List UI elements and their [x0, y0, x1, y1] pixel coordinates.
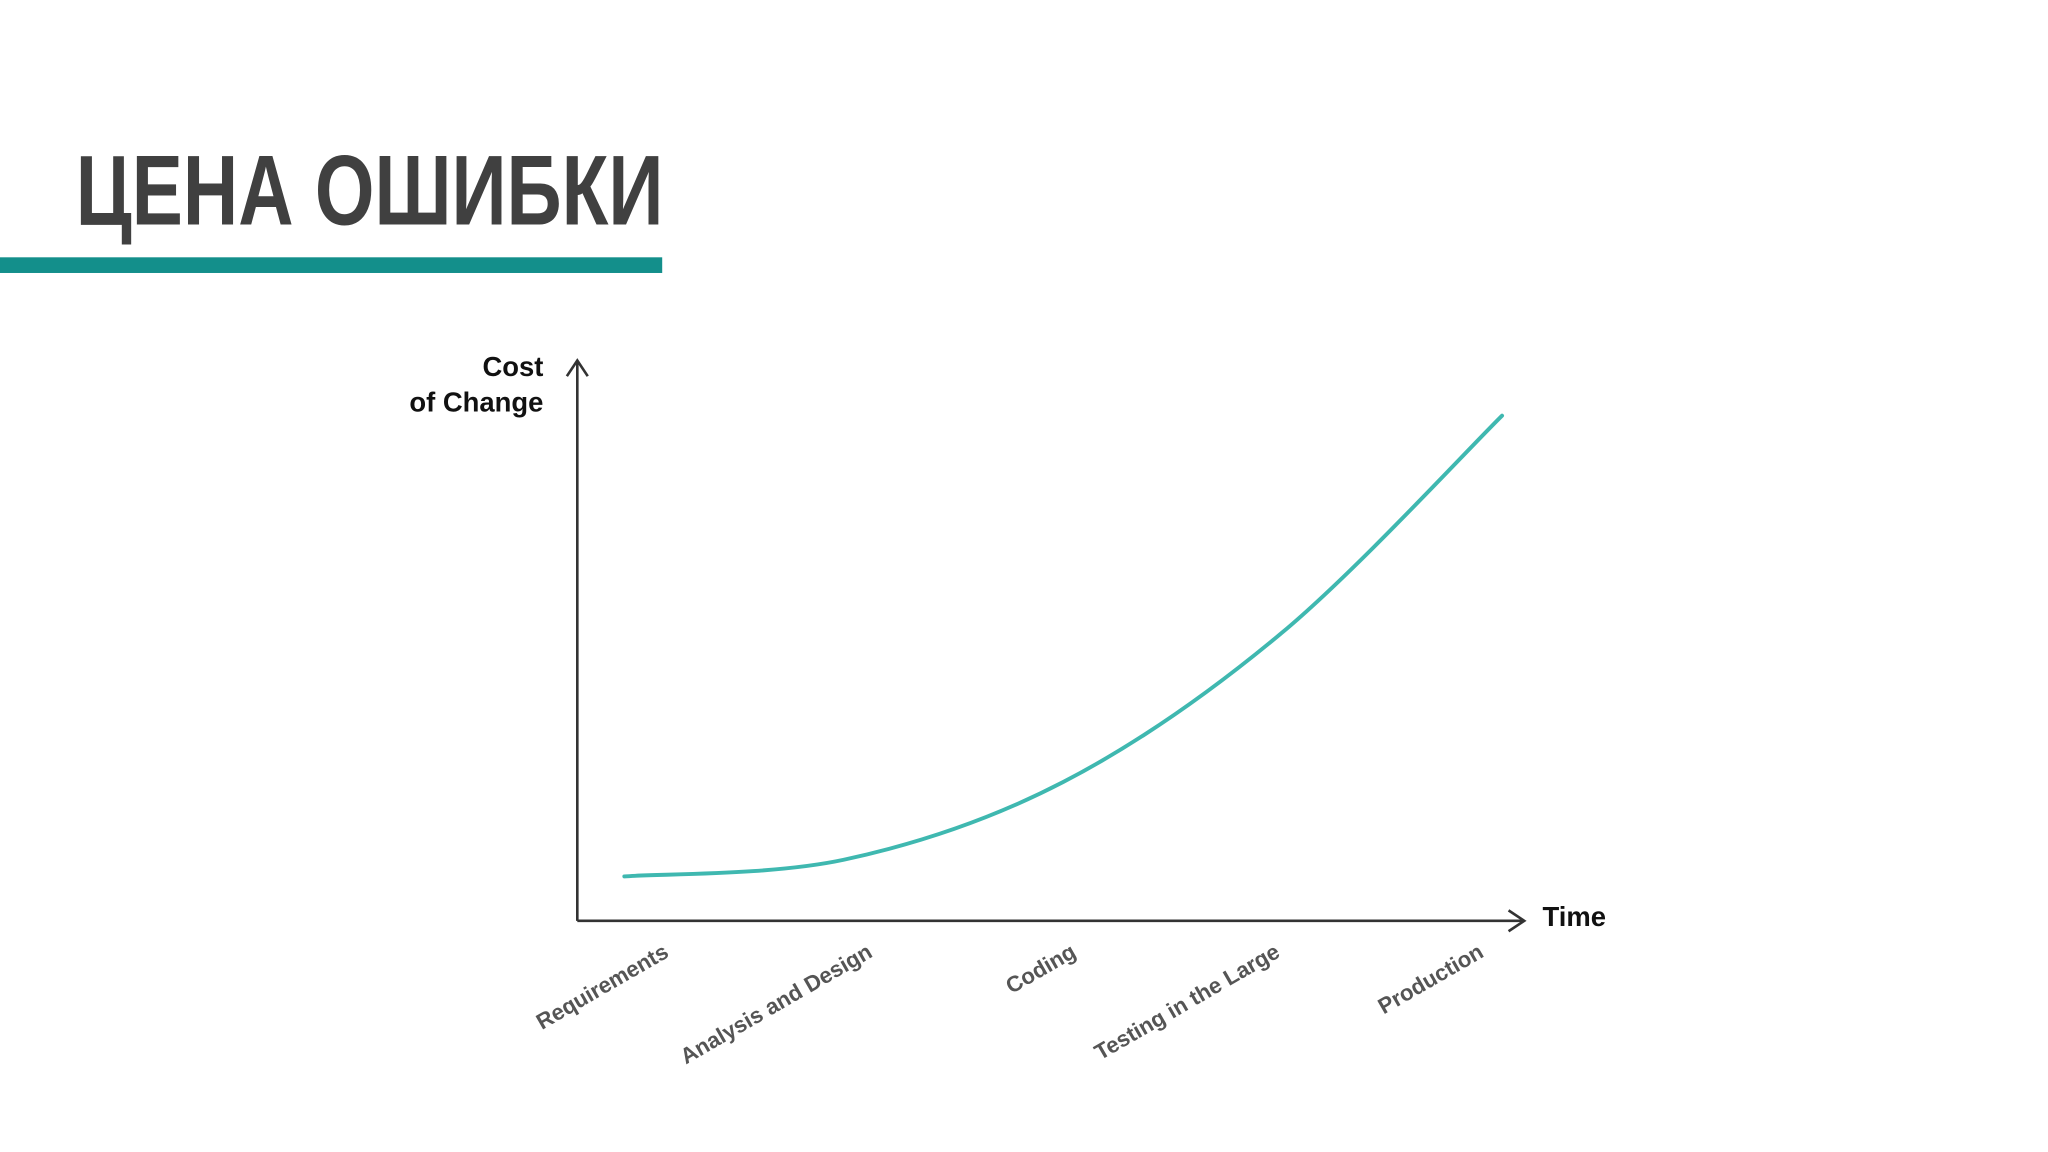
- cost-curve: [622, 413, 1504, 879]
- y-axis-label: Cost: [482, 351, 543, 382]
- slide-title: ЦЕНА ОШИБКИ: [76, 136, 664, 247]
- x-axis-label: Time: [1543, 901, 1606, 932]
- x-axis-arrow: [1507, 909, 1527, 933]
- title-underline: [0, 257, 663, 273]
- y-axis-label: of Change: [409, 386, 543, 417]
- y-axis-arrow: [565, 358, 589, 377]
